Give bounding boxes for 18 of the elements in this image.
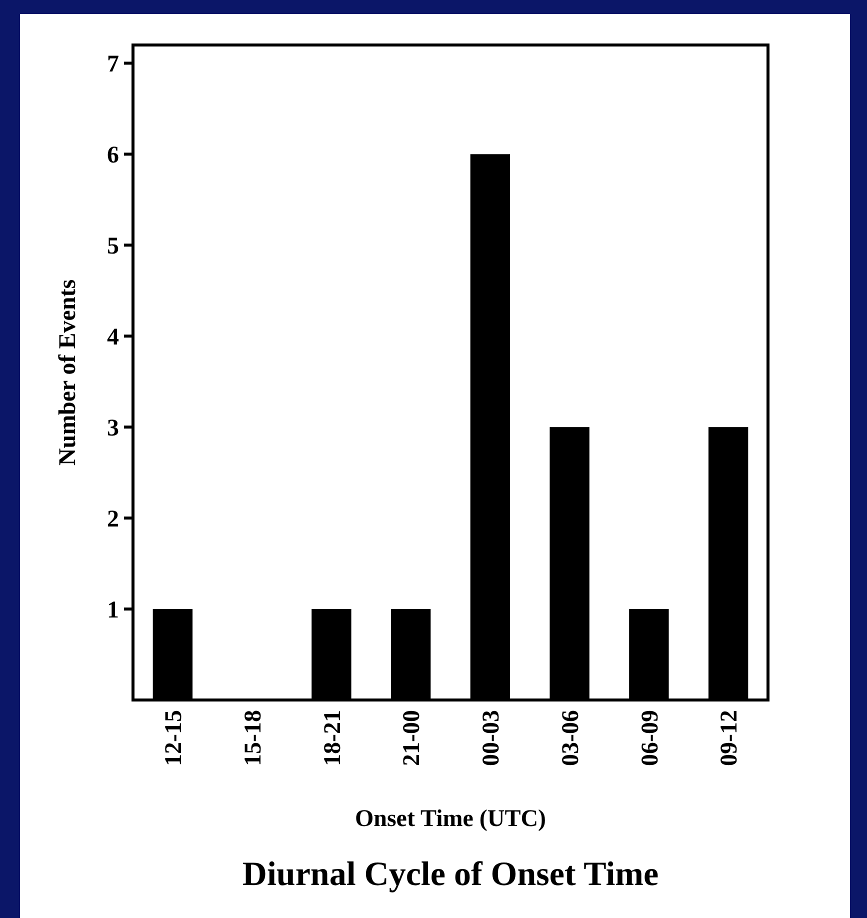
x-tick-label: 18-21 xyxy=(320,710,346,766)
x-tick-label: 03-06 xyxy=(558,710,584,766)
x-tick-label: 00-03 xyxy=(478,710,505,766)
x-axis-title: Onset Time (UTC) xyxy=(354,806,546,832)
y-tick-label: 7 xyxy=(107,52,119,78)
x-tick-label: 09-12 xyxy=(716,710,743,766)
y-tick-label: 5 xyxy=(107,234,119,260)
y-tick-label: 3 xyxy=(107,415,119,442)
y-axis-title: Number of Events xyxy=(55,279,81,466)
x-tick-label: 15-18 xyxy=(240,710,266,766)
text: Diurnal Cycle of Onset Time xyxy=(242,856,659,893)
x-tick-label: 12-15 xyxy=(161,710,188,766)
x-tick-label: 06-09 xyxy=(637,710,664,766)
y-tick-label: 4 xyxy=(107,324,119,351)
y-tick-label: 2 xyxy=(107,506,119,532)
x-tick-label: 21-00 xyxy=(399,710,426,766)
y-tick-label: 6 xyxy=(107,142,119,169)
y-tick-label: 1 xyxy=(107,597,119,624)
